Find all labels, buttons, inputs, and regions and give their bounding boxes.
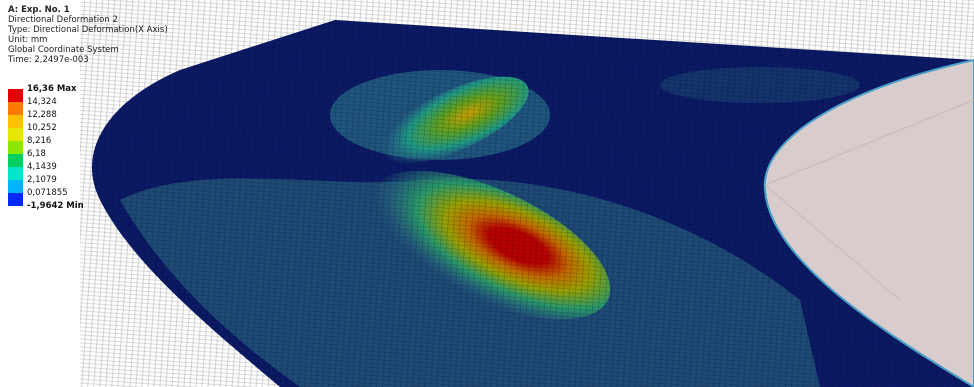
result-info: Time: 2,2497e-003 <box>8 55 89 65</box>
result-title: A: Exp. No. 1 <box>8 5 70 15</box>
legend-swatch <box>8 115 23 128</box>
legend-swatch <box>8 180 23 193</box>
legend-label: 10,252 <box>27 123 57 133</box>
legend-label: 8,216 <box>27 136 51 146</box>
legend-label: -1,9642 Min <box>27 201 84 211</box>
legend-swatch <box>8 128 23 141</box>
legend-label: 2,1079 <box>27 175 57 185</box>
screenshot: A: Exp. No. 1 Directional Deformation 2T… <box>0 0 974 387</box>
legend-label: 16,36 Max <box>27 84 77 94</box>
legend-swatch <box>8 102 23 115</box>
legend-label: 12,288 <box>27 110 57 120</box>
legend-label: 14,324 <box>27 97 57 107</box>
result-info: Directional Deformation 2 <box>8 15 118 25</box>
legend-swatch <box>8 141 23 154</box>
result-info: Global Coordinate System <box>8 45 119 55</box>
legend-label: 0,071855 <box>27 188 68 198</box>
legend-swatch <box>8 167 23 180</box>
legend-label: 4,1439 <box>27 162 57 172</box>
legend-label: 6,18 <box>27 149 46 159</box>
result-info: Type: Directional Deformation(X Axis) <box>8 25 168 35</box>
color-bar <box>8 89 23 206</box>
legend-swatch <box>8 193 23 206</box>
legend-swatch <box>8 89 23 102</box>
model-view <box>0 0 974 387</box>
result-info: Unit: mm <box>8 35 47 45</box>
legend-swatch <box>8 154 23 167</box>
